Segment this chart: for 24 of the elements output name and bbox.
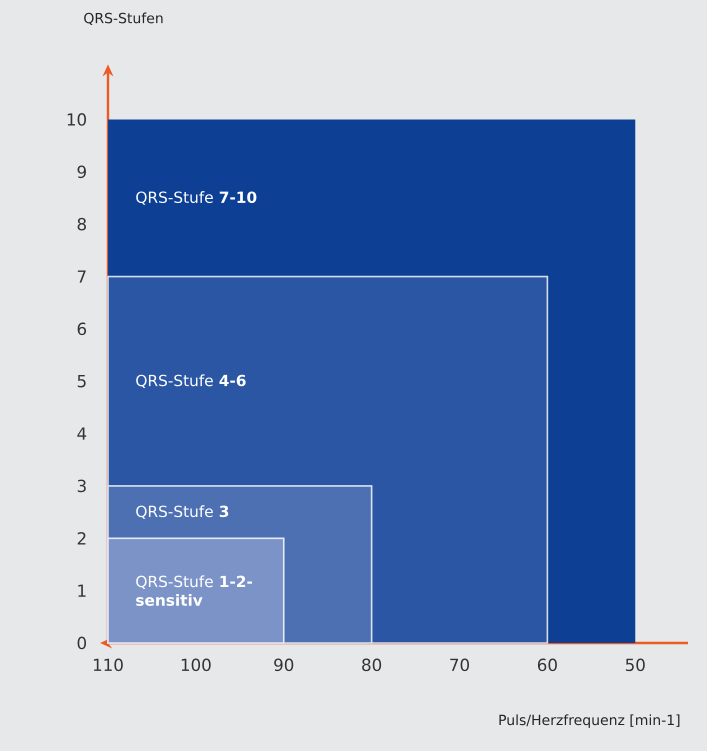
y-tick-label: 10 [68, 113, 86, 126]
y-tick-label: 7 [78, 270, 86, 283]
y-tick-label: 3 [78, 480, 86, 492]
y-tick-label: 9 [78, 166, 86, 178]
annotation: QRS-Stufe 3 [136, 505, 228, 519]
x-tick-label: 70 [450, 658, 469, 672]
text: QRS-Stufe 1-2- sensitiv [136, 575, 252, 606]
x-tick-label: 110 [94, 658, 123, 672]
x-tick-label: 50 [626, 658, 645, 672]
y-tick-label: 2 [78, 532, 86, 544]
y-tick-label: 4 [77, 428, 86, 440]
x-tick-label: 80 [362, 658, 382, 672]
y-axis-title: QRS-Stufen [84, 12, 163, 25]
annotation: QRS-Stufe 7-10 [136, 191, 256, 205]
y-tick-label: 5 [78, 375, 86, 388]
x-tick-label: 60 [538, 658, 557, 672]
x-axis-title: Puls/Herzfrequenz [min-1] [499, 714, 680, 728]
y-tick-label: 0 [78, 636, 86, 650]
x-tick-label: 90 [274, 658, 294, 672]
y-tick-label: 1 [78, 584, 86, 597]
y-tick-label: 6 [78, 322, 86, 336]
x-tick-label: 100 [182, 658, 211, 672]
y-tick-label: 8 [78, 218, 86, 230]
annotation: QRS-Stufe 4-6 [136, 374, 246, 388]
